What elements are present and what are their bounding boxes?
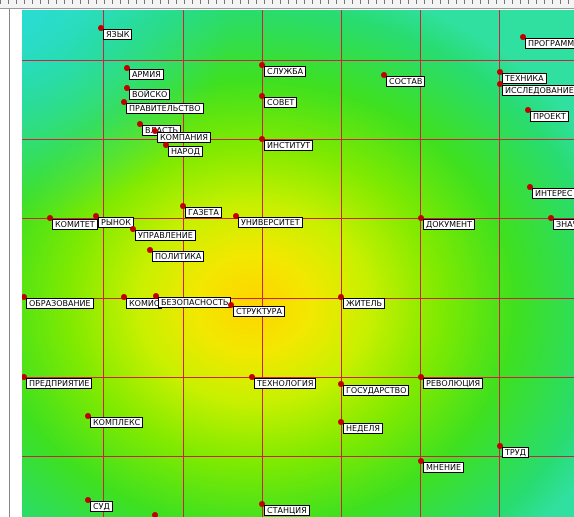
grid-line [22,377,574,378]
node-dot [152,512,158,517]
node-dot [338,294,344,300]
node-dot [93,213,99,219]
node-dot [228,302,234,308]
node-dot [525,107,531,113]
grid-line [22,456,574,457]
node-label: СТРУКТУРА [233,306,285,317]
som-map: ЯЗЫК ПРОГРАММ АРМИЯ СЛУЖБА СОСТАВ ТЕХНИКА ИССЛ… [22,10,574,517]
node-label: ПОЛИТИКА [152,251,205,262]
node-dot [259,501,265,507]
grid-line [420,10,421,517]
node-dot [124,65,130,71]
node-label: ЖИТЕЛЬ [343,298,386,309]
node-label: СТАНЦИЯ [264,505,310,516]
node-label: ТЕХНИКА [502,73,547,84]
node-dot [520,34,526,40]
grid-line [262,10,263,517]
node-label: НАРОД [168,146,203,157]
node-label: ТРУД [502,447,529,458]
node-dot [418,458,424,464]
node-dot [121,99,127,105]
node-dot [259,93,265,99]
ruler [0,0,574,9]
node-dot [497,69,503,75]
node-dot [418,215,424,221]
node-label: УНИВЕРСИТЕТ [238,217,303,228]
node-label: ПРЕДПРИЯТИЕ [26,378,93,389]
node-label: СОВЕТ [264,97,298,108]
grid-line [22,298,574,299]
node-label: ЯЗЫК [103,29,133,40]
node-dot [22,374,27,380]
node-label: СОСТАВ [386,76,426,87]
node-dot [85,497,91,503]
node-label: ДОКУМЕНТ [423,219,475,230]
node-label: ТЕХНОЛОГИЯ [254,378,317,389]
node-label: ВОЙСКО [129,89,171,100]
node-label: БЕЗОПАСНОСТЬ [158,297,232,308]
node-dot [147,247,153,253]
node-label: АРМИЯ [129,69,164,80]
node-label: ИНСТИТУТ [264,140,314,151]
node-label: ГОСУДАРСТВО [343,385,410,396]
node-label: ПРОЕКТ [530,111,569,122]
grid-line [499,10,500,517]
node-label: РЫНОК [98,217,134,228]
node-label: ИНТЕРЕС [532,188,574,199]
node-label: СЛУЖБА [264,66,307,77]
node-dot [163,142,169,148]
node-label: КОМИТЕТ [52,219,98,230]
node-dot [259,136,265,142]
node-dot [153,293,159,299]
node-dot [497,443,503,449]
node-dot [381,72,387,78]
node-dot [548,215,554,221]
node-label: ЗНАЧ [553,219,574,230]
node-dot [418,374,424,380]
node-dot [249,374,255,380]
edge [9,9,10,517]
grid-line [341,10,342,517]
node-dot [98,25,104,31]
node-label: ПРОГРАММ [525,38,574,49]
node-dot [259,62,265,68]
node-label: НЕДЕЛЯ [343,423,383,434]
node-dot [137,121,143,127]
node-dot [152,128,158,134]
node-label: ПРАВИТЕЛЬСТВО [126,103,204,114]
node-label: ГАЗЕТА [185,207,222,218]
node-label: ОБРАЗОВАНИЕ [26,298,94,309]
node-dot [130,226,136,232]
node-label: КОМПАНИЯ [157,132,211,143]
node-dot [497,81,503,87]
node-dot [124,85,130,91]
node-dot [121,294,127,300]
node-dot [22,294,27,300]
node-label: РЕВОЛЮЦИЯ [423,378,484,389]
grid-line [22,139,574,140]
node-label: СУД [90,501,113,512]
node-label: КОМПЛЕКС [90,417,144,428]
node-dot [47,215,53,221]
node-dot [527,184,533,190]
node-dot [85,413,91,419]
node-dot [180,203,186,209]
grid-line [103,10,104,517]
node-dot [233,213,239,219]
node-label: МНЕНИЕ [423,462,465,473]
node-label: КОМИС [126,298,163,309]
node-dot [338,381,344,387]
grid-line [183,10,184,517]
grid-line [22,60,574,61]
node-dot [338,419,344,425]
node-label: ИССЛЕДОВАНИЕ [502,85,574,96]
node-label: УПРАВЛЕНИЕ [135,230,196,241]
